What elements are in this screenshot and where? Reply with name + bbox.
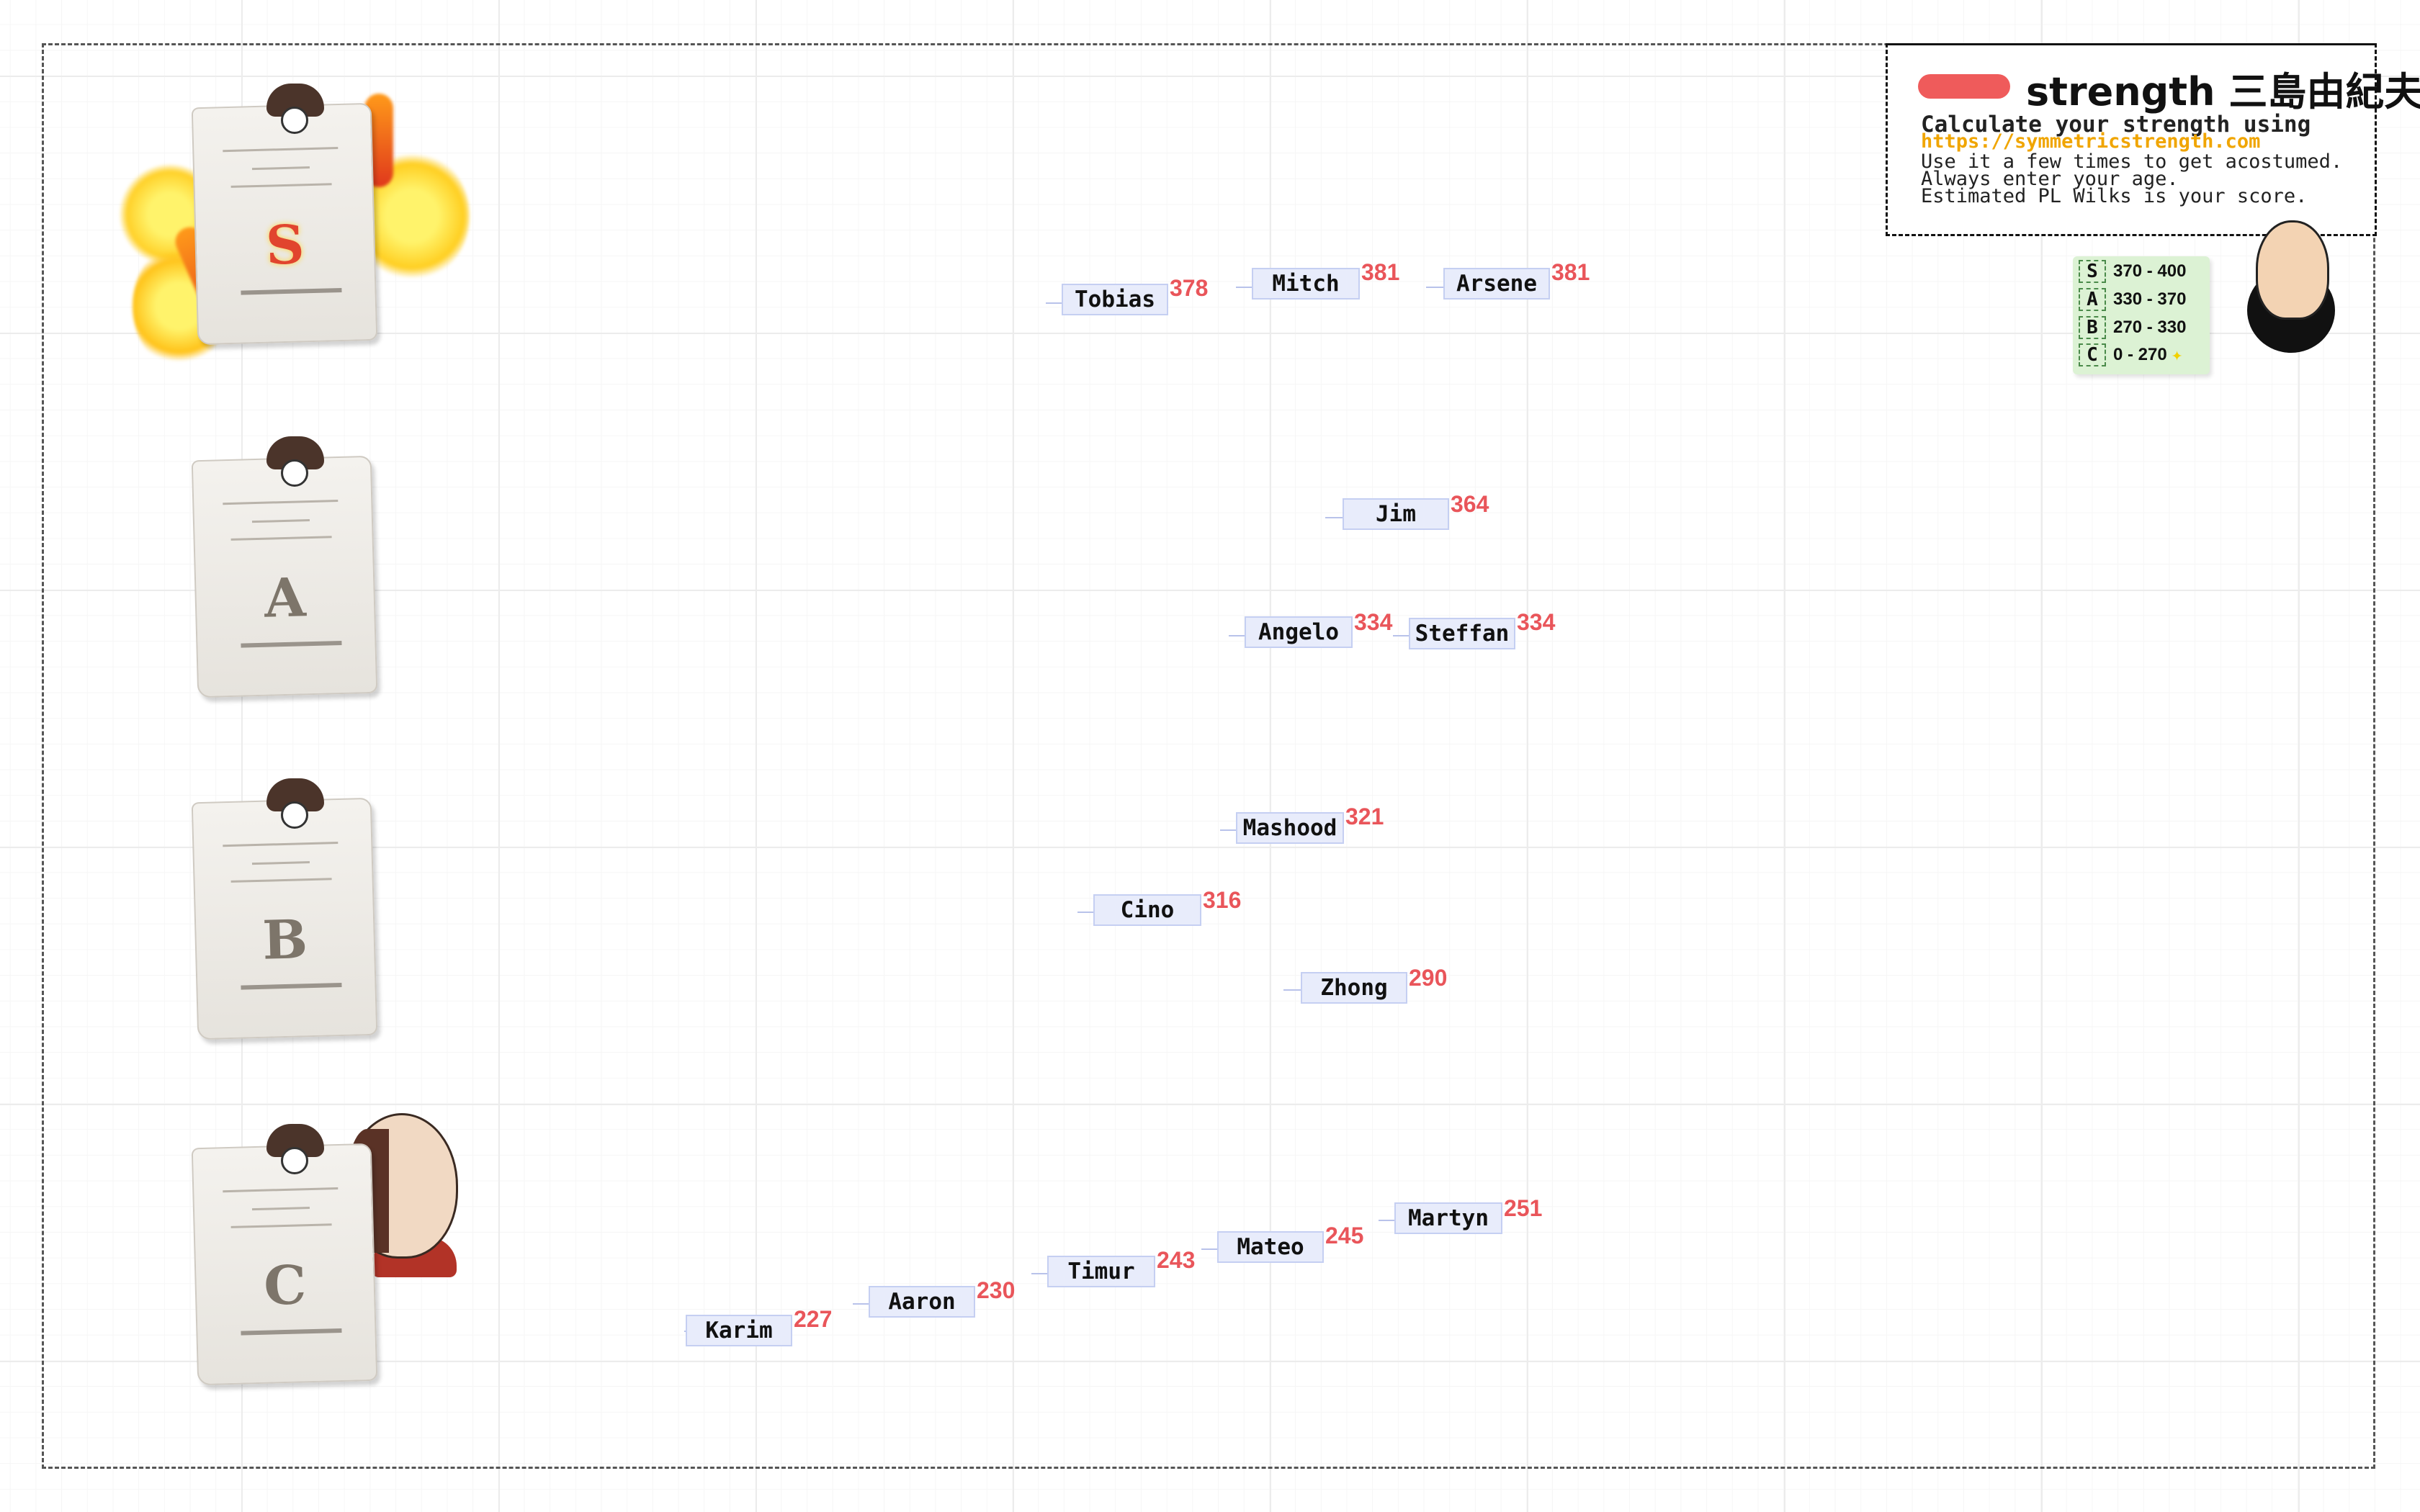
rank-letter: S (264, 214, 305, 277)
character-avatar-icon (2238, 220, 2339, 357)
rank-s-certificate: S (120, 84, 470, 367)
tier-letter: A (2079, 288, 2106, 311)
person-tag-aaron[interactable]: Aaron (869, 1286, 975, 1318)
tier-key: S 370 - 400 A 330 - 370 B 270 - 330 C 0 … (2073, 256, 2210, 374)
legend-note-1: Use it a few times to get acostumed. (1921, 150, 2343, 173)
certificate-paper: C (191, 1143, 378, 1386)
score-mashood: 321 (1345, 804, 1384, 829)
rank-letter: B (261, 909, 309, 972)
rank-a-certificate: A (191, 436, 379, 698)
rank-letter: A (263, 567, 307, 630)
legend-url-link[interactable]: https://symmetricstrength.com (1921, 130, 2261, 153)
person-tag-tobias[interactable]: Tobias (1062, 284, 1168, 315)
tier-row-s: S 370 - 400 (2079, 259, 2186, 284)
person-tag-arsene[interactable]: Arsene (1443, 268, 1550, 300)
rank-b-certificate: B (191, 778, 379, 1040)
certificate-paper: B (191, 797, 378, 1040)
clip-icon (281, 107, 308, 134)
score-karim: 227 (794, 1306, 833, 1332)
person-tag-zhong[interactable]: Zhong (1301, 972, 1407, 1004)
person-tag-steffan[interactable]: Steffan (1409, 618, 1515, 649)
score-zhong: 290 (1409, 965, 1448, 991)
tier-row-c: C 0 - 270 ✦ (2079, 343, 2182, 367)
legend-subtitle: Calculate your strength using (1921, 112, 2311, 138)
tier-range: 0 - 270 (2113, 345, 2167, 364)
tier-range: 270 - 330 (2113, 318, 2187, 337)
tier-range: 370 - 400 (2113, 261, 2187, 281)
legend-title: strength 三島由紀夫 (2026, 69, 2420, 114)
star-icon: ✦ (2171, 344, 2183, 366)
score-aaron: 230 (977, 1277, 1016, 1303)
certificate-paper: S (191, 102, 378, 346)
tier-range: 330 - 370 (2113, 289, 2187, 309)
legend-box: strength 三島由紀夫 Calculate your strength u… (1886, 43, 2420, 236)
person-tag-mashood[interactable]: Mashood (1236, 812, 1344, 844)
score-angelo: 334 (1354, 609, 1393, 635)
person-tag-martyn[interactable]: Martyn (1394, 1202, 1502, 1234)
person-tag-timur[interactable]: Timur (1047, 1256, 1155, 1287)
board-frame (42, 43, 2375, 1469)
rank-letter: C (263, 1254, 308, 1318)
score-mitch: 381 (1361, 259, 1400, 285)
tier-letter: C (2079, 343, 2106, 366)
tier-row-a: A 330 - 370 (2079, 287, 2186, 312)
score-steffan: 334 (1517, 609, 1556, 635)
rank-c-certificate: C (191, 1124, 379, 1386)
score-martyn: 251 (1504, 1195, 1543, 1221)
tier-letter: S (2079, 260, 2106, 283)
tier-letter: B (2079, 316, 2106, 339)
person-tag-cino[interactable]: Cino (1093, 894, 1201, 926)
clip-icon (281, 1147, 308, 1174)
certificate-paper: A (191, 455, 378, 698)
score-jim: 364 (1451, 491, 1489, 517)
score-tobias: 378 (1170, 275, 1209, 301)
legend-note-2: Always enter your age. (1921, 168, 2179, 190)
score-cino: 316 (1203, 887, 1242, 913)
clip-icon (281, 801, 308, 829)
score-mateo: 245 (1325, 1223, 1364, 1248)
person-tag-karim[interactable]: Karim (686, 1315, 792, 1346)
tier-row-b: B 270 - 330 (2079, 315, 2186, 340)
person-tag-jim[interactable]: Jim (1343, 498, 1449, 530)
score-arsene: 381 (1551, 259, 1590, 285)
person-tag-mateo[interactable]: Mateo (1217, 1231, 1324, 1263)
person-tag-mitch[interactable]: Mitch (1252, 268, 1360, 300)
legend-swatch (1918, 74, 2010, 99)
clip-icon (281, 459, 308, 487)
person-tag-angelo[interactable]: Angelo (1245, 616, 1353, 648)
score-timur: 243 (1157, 1247, 1196, 1273)
legend-note-3: Estimated PL Wilks is your score. (1921, 185, 2308, 207)
